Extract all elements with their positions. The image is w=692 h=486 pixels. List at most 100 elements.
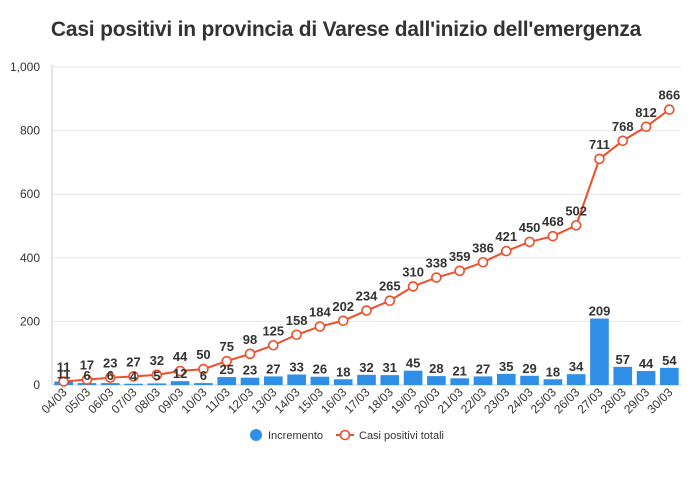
line-point	[407, 281, 419, 292]
y-tick-label: 800	[20, 124, 40, 138]
bar	[636, 371, 656, 385]
y-tick-label: 200	[20, 314, 40, 328]
bar	[170, 381, 190, 385]
line-point	[58, 376, 69, 387]
line-value-label: 202	[332, 299, 354, 314]
bar	[147, 383, 167, 385]
bar	[310, 376, 330, 385]
bar-value-label: 18	[336, 364, 350, 379]
series-line	[63, 108, 670, 383]
line-value-label: 265	[379, 279, 401, 294]
line-point	[81, 374, 93, 385]
line-value-label: 32	[150, 353, 164, 368]
bar-value-label: 21	[452, 363, 466, 378]
x-tick-label: 29/03	[621, 385, 652, 416]
x-tick-label: 27/03	[574, 385, 605, 416]
bar-value-label: 34	[569, 359, 584, 374]
bar	[263, 376, 283, 385]
bar-value-label: 6	[83, 368, 90, 383]
bar-value-label: 29	[522, 361, 536, 376]
line-value-label: 502	[565, 203, 587, 218]
bar	[100, 383, 120, 385]
line-value-label: 711	[589, 137, 610, 152]
bar	[613, 366, 633, 385]
bar-value-label: 57	[616, 352, 630, 367]
line-point	[174, 365, 186, 377]
bar	[403, 370, 423, 385]
line-value-label: 44	[173, 349, 188, 364]
bar-value-label: 25	[219, 362, 233, 377]
y-tick-label: 1,000	[10, 60, 40, 74]
x-tick-label: 04/03	[39, 385, 70, 416]
legend-marker-totali	[339, 429, 351, 441]
x-tick-label: 09/03	[155, 385, 186, 416]
bar-value-label: 44	[639, 356, 654, 371]
line-value-label: 359	[449, 249, 471, 264]
bar-value-label: 6	[107, 368, 114, 383]
bar	[566, 374, 586, 385]
bar	[520, 375, 539, 385]
line-point	[477, 256, 489, 268]
x-tick-label: 30/03	[644, 385, 675, 416]
x-tick-label: 20/03	[411, 385, 442, 416]
bar	[660, 367, 679, 385]
bar-value-label: 33	[289, 360, 303, 375]
line-point	[337, 315, 349, 327]
bar	[427, 376, 446, 385]
line-value-label: 23	[103, 356, 117, 371]
x-tick-label: 21/03	[435, 385, 466, 416]
line-value-label: 768	[612, 119, 634, 134]
line-value-label: 468	[542, 214, 564, 229]
line-point	[291, 329, 302, 341]
x-tick-label: 23/03	[481, 385, 512, 416]
line-value-label: 17	[80, 358, 94, 373]
line-point	[314, 321, 326, 332]
bar-value-label: 4	[130, 369, 138, 384]
x-tick-label: 07/03	[109, 385, 140, 416]
line-value-label: 234	[356, 289, 378, 304]
line-value-label: 98	[243, 332, 257, 347]
bar	[333, 379, 353, 385]
bar-value-label: 31	[383, 360, 397, 375]
line-point	[594, 153, 605, 165]
legend-marker-incremento	[250, 429, 262, 441]
x-tick-label: 16/03	[318, 385, 349, 416]
x-tick-label: 19/03	[388, 385, 419, 416]
bar	[357, 374, 376, 385]
bar	[496, 373, 516, 385]
line-point	[664, 104, 675, 115]
line-value-label: 50	[196, 347, 210, 362]
line-value-label: 386	[472, 240, 494, 255]
x-tick-label: 26/03	[551, 385, 582, 416]
line-point	[431, 272, 442, 283]
bar-value-label: 12	[173, 366, 187, 381]
bar-value-label: 35	[499, 359, 513, 374]
bar-value-label: 28	[429, 361, 443, 376]
x-tick-label: 10/03	[178, 385, 209, 416]
bar	[240, 377, 260, 385]
line-point	[104, 372, 116, 383]
line-point	[640, 121, 652, 133]
x-tick-label: 05/03	[62, 385, 93, 416]
bar-value-label: 5	[153, 368, 160, 383]
bar	[380, 375, 400, 385]
bar	[590, 318, 609, 385]
bar	[473, 376, 493, 385]
line-value-label: 338	[426, 256, 448, 271]
bar	[287, 374, 306, 385]
line-point	[361, 305, 372, 316]
x-tick-label: 13/03	[248, 385, 279, 416]
bar-value-label: 27	[476, 361, 490, 376]
bar-value-label: 6	[200, 368, 207, 383]
line-point	[198, 363, 209, 375]
line-value-label: 158	[286, 313, 308, 328]
y-tick-label: 600	[20, 187, 40, 201]
line-value-label: 450	[519, 220, 541, 235]
x-tick-label: 14/03	[272, 385, 303, 416]
x-tick-label: 12/03	[225, 385, 256, 416]
x-tick-label: 24/03	[505, 385, 536, 416]
bar	[450, 378, 470, 385]
bar-value-label: 45	[406, 356, 420, 371]
bar-value-label: 23	[243, 363, 257, 378]
